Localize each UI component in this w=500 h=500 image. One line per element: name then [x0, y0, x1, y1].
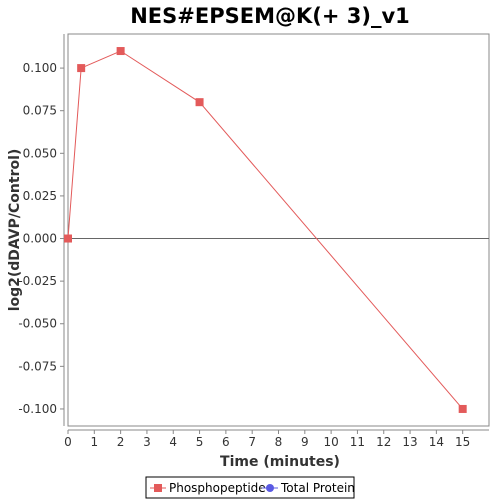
- chart-title: NES#EPSEM@K(+ 3)_v1: [130, 4, 410, 28]
- x-tick-label: 9: [301, 435, 309, 449]
- x-tick-label: 4: [169, 435, 177, 449]
- data-point: [195, 98, 204, 107]
- x-ticks: 0 1 2 3 4 5 6 7 8 9 10 11 12 13 14 15: [64, 430, 470, 449]
- y-axis-label: log2(dDAVP/Control): [7, 149, 23, 312]
- legend-label: Phosphopeptide: [169, 481, 266, 495]
- data-point: [64, 234, 72, 243]
- legend-box: [145, 476, 355, 499]
- data-point: [77, 64, 86, 73]
- legend-label: Total Protein: [280, 481, 355, 495]
- x-tick-label: 3: [143, 435, 151, 449]
- x-tick-label: 5: [196, 435, 204, 449]
- x-tick-label: 7: [248, 435, 256, 449]
- legend-marker: [266, 484, 274, 492]
- y-tick-label: -0.025: [18, 274, 57, 288]
- y-tick-label: -0.100: [18, 402, 57, 416]
- data-point: [458, 404, 467, 413]
- y-tick-label: 0.025: [23, 189, 57, 203]
- y-tick-label: -0.075: [18, 359, 57, 373]
- x-tick-label: 15: [455, 435, 470, 449]
- x-tick-label: 10: [323, 435, 338, 449]
- y-tick-label: -0.050: [18, 317, 57, 331]
- x-tick-label: 6: [222, 435, 230, 449]
- x-tick-label: 8: [275, 435, 283, 449]
- y-tick-label: 0.075: [23, 104, 57, 118]
- x-tick-label: 11: [350, 435, 365, 449]
- plot-area: [67, 33, 490, 427]
- y-ticks: 0.100 0.075 0.050 0.025 0.000 -0.025 -0.050 -0.…: [18, 61, 64, 416]
- x-tick-label: 2: [117, 435, 125, 449]
- x-axis-label: Time (minutes): [220, 454, 340, 470]
- x-tick-label: 12: [376, 435, 391, 449]
- legend: Phosphopeptide Total Protein: [145, 476, 355, 499]
- x-tick-label: 1: [90, 435, 98, 449]
- x-tick-label: 14: [429, 435, 444, 449]
- x-tick-label: 0: [64, 435, 72, 449]
- x-tick-label: 13: [402, 435, 417, 449]
- y-tick-label: 0.000: [23, 232, 57, 246]
- legend-marker: [154, 484, 162, 492]
- series-layer: [64, 47, 467, 413]
- y-tick-label: 0.100: [23, 61, 57, 75]
- data-point: [116, 47, 125, 56]
- y-tick-label: 0.050: [23, 146, 57, 160]
